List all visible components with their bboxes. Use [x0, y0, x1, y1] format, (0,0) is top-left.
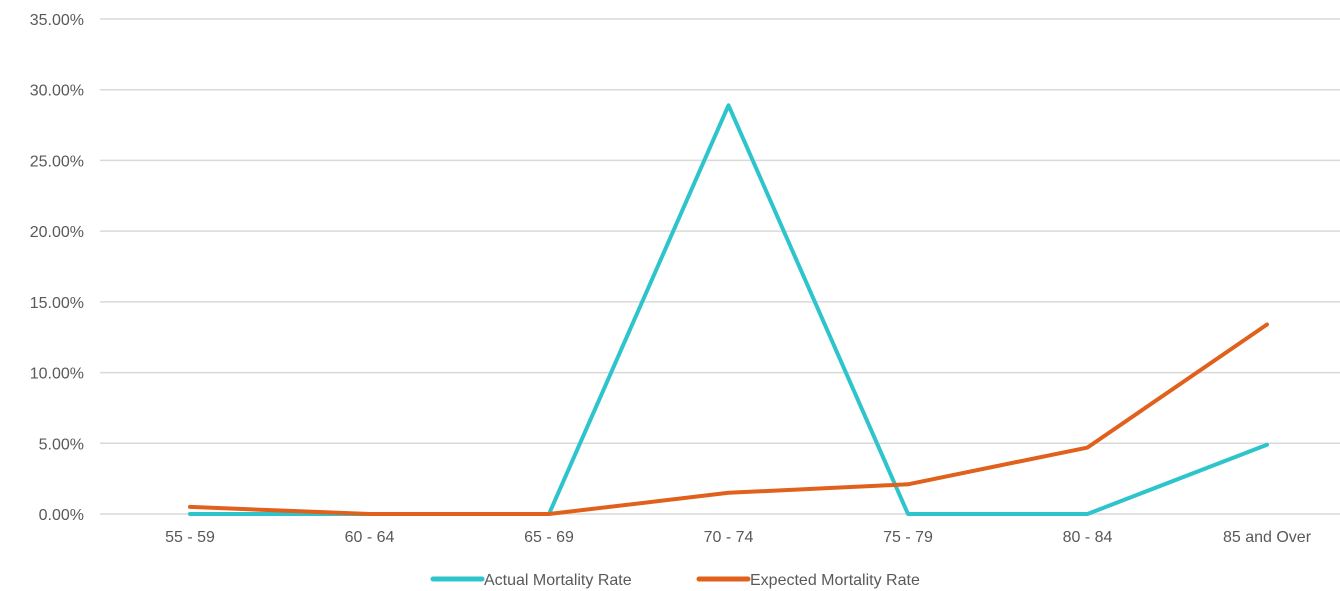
x-axis-tick-labels: 55 - 59 60 - 64 65 - 69 70 - 74 75 - 79 80 - …: [165, 529, 1312, 546]
series-line-actual: [188, 103, 1269, 516]
x-tick-label: 70 - 74: [704, 529, 754, 546]
x-tick-label: 60 - 64: [345, 529, 395, 546]
y-tick-label: 15.00%: [30, 295, 84, 312]
y-tick-label: 20.00%: [30, 224, 84, 241]
x-tick-label: 85 and Over: [1223, 529, 1312, 546]
y-axis-tick-labels: 0.00% 5.00% 10.00% 15.00% 20.00% 25.00% 30.00%…: [30, 12, 84, 524]
legend-label: Expected Mortality Rate: [750, 572, 920, 589]
series-lines: [188, 103, 1269, 516]
gridlines: [100, 18, 1340, 515]
legend-item[interactable]: Actual Mortality Rate: [430, 572, 632, 589]
legend-label: Actual Mortality Rate: [484, 572, 632, 589]
x-tick-label: 80 - 84: [1063, 529, 1113, 546]
x-tick-label: 75 - 79: [883, 529, 933, 546]
y-tick-label: 10.00%: [30, 366, 84, 383]
legend-item[interactable]: Expected Mortality Rate: [696, 572, 920, 589]
y-tick-label: 30.00%: [30, 83, 84, 100]
y-tick-label: 5.00%: [39, 436, 84, 453]
y-tick-label: 25.00%: [30, 153, 84, 170]
y-tick-label: 35.00%: [30, 12, 84, 29]
x-tick-label: 55 - 59: [165, 529, 215, 546]
x-tick-label: 65 - 69: [524, 529, 574, 546]
legend: Actual Mortality Rate Expected Mortality …: [430, 572, 920, 589]
series-line-expected: [188, 322, 1269, 516]
y-tick-label: 0.00%: [39, 507, 84, 524]
